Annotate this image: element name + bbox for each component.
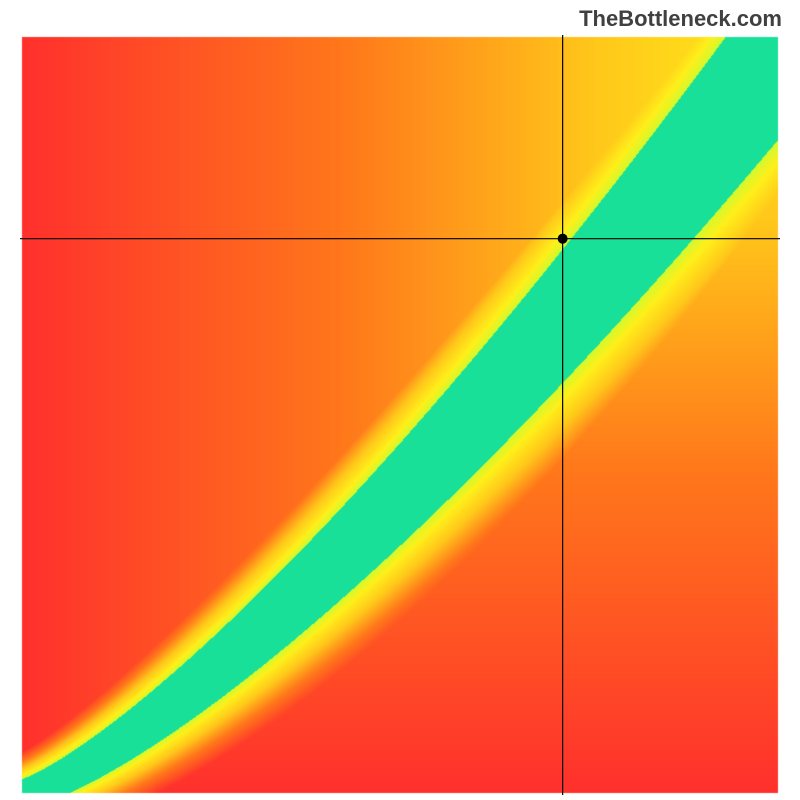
bottleneck-heatmap [20, 35, 780, 795]
watermark-text: TheBottleneck.com [579, 6, 782, 32]
heatmap-canvas [20, 35, 780, 795]
